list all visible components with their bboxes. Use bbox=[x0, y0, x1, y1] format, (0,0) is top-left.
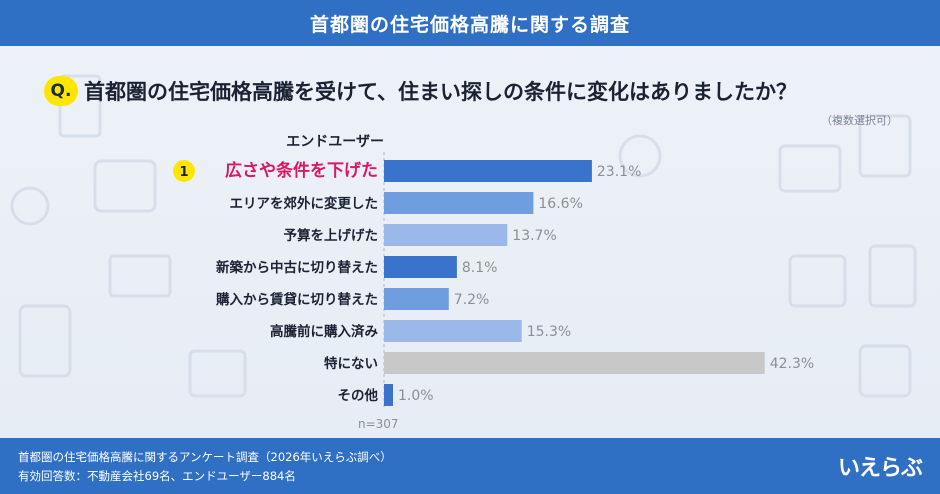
value-label-4: 8.1% bbox=[462, 260, 498, 276]
bar-2 bbox=[384, 192, 534, 214]
value-label-6: 15.3% bbox=[527, 324, 571, 340]
value-label-5: 7.2% bbox=[454, 292, 490, 308]
bar-7 bbox=[384, 352, 765, 374]
header-bar: 首都圏の住宅価格高騰に関する調査 bbox=[0, 0, 940, 46]
category-label-6: 高騰前に購入済み bbox=[270, 323, 378, 340]
value-label-1: 23.1% bbox=[597, 164, 641, 180]
category-label-1: 広さや条件を下げた bbox=[225, 160, 378, 181]
footer: 首都圏の住宅価格高騰に関するアンケート調査（2026年いえらぶ調べ） 有効回答数… bbox=[0, 438, 940, 494]
value-label-3: 13.7% bbox=[512, 228, 556, 244]
category-label-5: 購入から賃貸に切り替えた bbox=[215, 291, 378, 308]
category-label-2: エリアを郊外に変更した bbox=[230, 195, 379, 212]
bar-3 bbox=[384, 224, 508, 246]
category-label-3: 予算を上げげた bbox=[284, 227, 379, 244]
category-label-4: 新築から中古に切り替えた bbox=[216, 259, 378, 276]
value-label-7: 42.3% bbox=[770, 356, 814, 372]
bar-1 bbox=[384, 160, 592, 182]
question: Q. 首都圏の住宅価格高騰を受けて、住まい探しの条件に変化はありましたか？ bbox=[44, 74, 797, 108]
group-label: エンドユーザー bbox=[286, 134, 384, 150]
category-label-8: その他 bbox=[338, 387, 379, 404]
value-label-8: 1.0% bbox=[398, 388, 434, 404]
multi-select-note: （複数選択可） bbox=[821, 114, 898, 127]
bar-6 bbox=[384, 320, 522, 342]
rank-badge-text: 1 bbox=[179, 165, 188, 180]
bar-8 bbox=[384, 384, 393, 406]
footer-survey-title: 首都圏の住宅価格高騰に関するアンケート調査（2026年いえらぶ調べ） bbox=[18, 450, 392, 464]
header-title: 首都圏の住宅価格高騰に関する調査 bbox=[309, 13, 630, 36]
sample-size-label: n=307 bbox=[358, 417, 399, 431]
category-label-7: 特にない bbox=[324, 355, 378, 372]
footer-respondents: 有効回答数：不動産会社69名、エンドユーザー884名 bbox=[18, 469, 296, 483]
bar-4 bbox=[384, 256, 457, 278]
value-label-2: 16.6% bbox=[538, 196, 582, 212]
bar-5 bbox=[384, 288, 449, 310]
question-badge: Q. bbox=[44, 76, 78, 106]
background-decoration bbox=[10, 74, 917, 398]
brand-logo: いえらぶ bbox=[837, 456, 923, 481]
rank-badge-circle bbox=[173, 160, 195, 182]
question-text: 首都圏の住宅価格高騰を受けて、住まい探しの条件に変化はありましたか？ bbox=[84, 80, 797, 104]
